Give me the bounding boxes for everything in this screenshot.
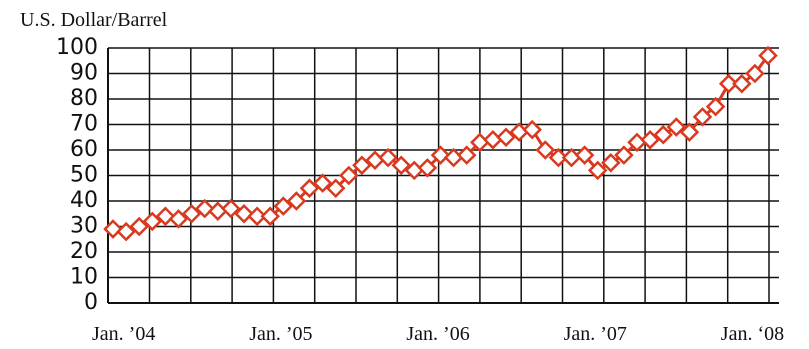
y-tick-label: 50 xyxy=(70,163,98,188)
data-point xyxy=(732,73,752,94)
data-point xyxy=(247,206,267,227)
data-point xyxy=(745,63,765,84)
y-tick-label: 40 xyxy=(70,188,98,213)
data-point xyxy=(103,219,123,239)
data-point xyxy=(705,96,726,117)
data-point xyxy=(234,203,254,224)
data-point xyxy=(666,117,687,137)
data-point xyxy=(208,201,228,221)
x-tick-label: Jan. ’07 xyxy=(564,323,627,345)
data-point xyxy=(443,147,464,168)
data-line xyxy=(112,54,770,234)
data-point xyxy=(574,145,595,165)
data-point xyxy=(116,221,136,242)
data-point xyxy=(273,196,294,216)
data-point xyxy=(129,216,149,237)
data-point xyxy=(339,165,359,186)
data-point xyxy=(286,191,307,211)
data-point xyxy=(260,206,280,227)
data-point xyxy=(535,140,556,160)
data-point xyxy=(417,158,438,178)
y-tick-label: 90 xyxy=(70,61,98,86)
data-point xyxy=(194,198,215,219)
data-point xyxy=(155,206,176,227)
y-axis-label: U.S. Dollar/Barrel xyxy=(20,9,168,31)
data-point xyxy=(391,155,411,176)
data-point xyxy=(601,152,621,173)
data-point xyxy=(561,147,582,168)
data-point xyxy=(758,45,778,66)
data-point xyxy=(640,130,660,150)
y-tick-label: 0 xyxy=(84,290,98,315)
y-tick-label: 80 xyxy=(70,86,98,111)
data-point xyxy=(430,145,451,165)
y-tick-label: 30 xyxy=(70,214,98,239)
data-point xyxy=(548,147,569,168)
data-point xyxy=(614,145,634,165)
x-tick-label: Jan. ’04 xyxy=(92,323,155,345)
y-tick-label: 20 xyxy=(70,239,98,264)
y-tick-label: 100 xyxy=(56,35,98,60)
data-point xyxy=(587,160,608,181)
y-tick-label: 10 xyxy=(70,265,98,290)
data-point xyxy=(653,124,673,145)
x-tick-label: Jan. ’05 xyxy=(249,323,312,345)
data-point xyxy=(522,119,542,140)
data-point xyxy=(142,211,163,232)
data-point xyxy=(483,130,503,150)
y-tick-label: 70 xyxy=(70,112,98,137)
data-point xyxy=(456,145,477,165)
data-point xyxy=(496,127,516,148)
data-point xyxy=(718,73,739,94)
data-point xyxy=(312,173,333,193)
data-point xyxy=(299,178,320,199)
x-tick-label: Jan. ’06 xyxy=(406,323,469,345)
data-point xyxy=(378,147,398,168)
data-point xyxy=(679,122,700,142)
data-point xyxy=(168,209,189,229)
data-point xyxy=(692,107,713,127)
y-tick-label: 60 xyxy=(70,137,98,162)
data-point xyxy=(181,203,202,224)
data-point xyxy=(352,155,372,176)
data-point xyxy=(325,178,346,199)
x-tick-label: Jan. ‘08 xyxy=(721,323,784,345)
data-point xyxy=(221,198,241,219)
